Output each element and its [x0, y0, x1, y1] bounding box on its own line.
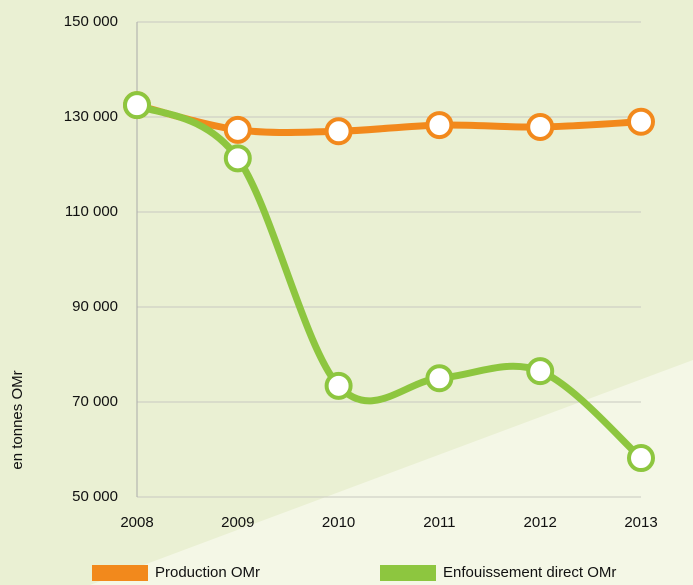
- x-tick-label: 2013: [624, 514, 657, 531]
- marker: [223, 144, 252, 173]
- marker: [425, 364, 454, 393]
- marker: [223, 115, 252, 144]
- marker: [526, 112, 555, 141]
- y-tick-label: 90 000: [72, 298, 118, 315]
- legend-label: Enfouissement direct OMr: [443, 564, 616, 581]
- marker: [425, 111, 454, 140]
- marker: [627, 444, 655, 473]
- marker: [627, 107, 655, 136]
- marker: [526, 357, 555, 386]
- legend-label: Production OMr: [155, 564, 260, 581]
- marker: [123, 91, 151, 120]
- x-tick-label: 2010: [322, 514, 355, 531]
- x-tick-label: 2011: [423, 514, 455, 531]
- y-tick-label: 150 000: [64, 13, 118, 30]
- x-tick-label: 2012: [524, 514, 557, 531]
- marker: [324, 117, 353, 146]
- x-tick-label: 2008: [120, 514, 153, 531]
- legend-swatch: [92, 565, 148, 581]
- y-tick-label: 70 000: [72, 393, 118, 410]
- y-axis-label: en tonnes OMr: [9, 370, 26, 469]
- y-tick-label: 50 000: [72, 488, 118, 505]
- x-tick-label: 2009: [221, 514, 254, 531]
- background-shape: [90, 360, 693, 585]
- y-tick-label: 130 000: [64, 108, 118, 125]
- marker: [324, 371, 353, 400]
- legend-swatch: [380, 565, 436, 581]
- y-tick-label: 110 000: [65, 203, 118, 220]
